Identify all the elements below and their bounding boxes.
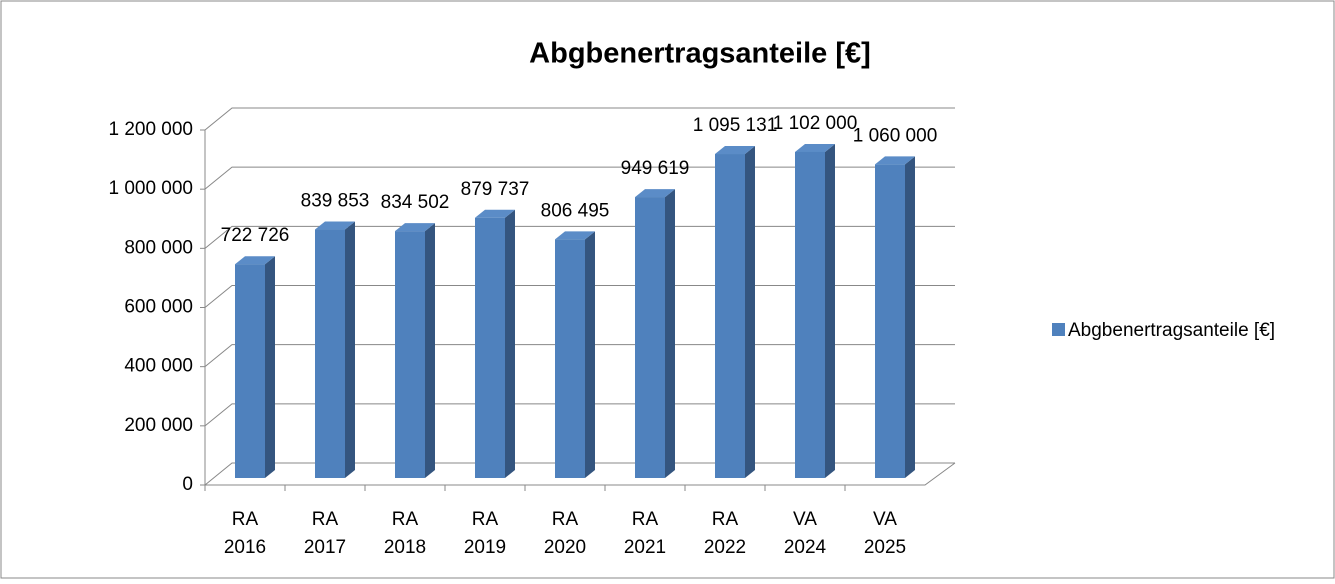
bar-top (635, 189, 675, 198)
x-tick-label: RA 2018 (384, 509, 426, 558)
bar-side (905, 156, 915, 478)
data-label: 722 726 (221, 225, 290, 246)
bar (795, 151, 825, 478)
x-tick-label: RA 2016 (224, 509, 266, 558)
bar-side (825, 143, 835, 478)
bar (555, 239, 585, 478)
grid-line (204, 225, 955, 249)
bar-top (235, 256, 275, 265)
bar-side (505, 209, 515, 478)
x-tick-label: RA 2017 (304, 509, 346, 558)
legend-swatch (1052, 323, 1065, 336)
bar (715, 154, 745, 478)
y-tick-label: 600 000 (124, 297, 193, 318)
grid-line (204, 403, 955, 427)
bar-top (795, 143, 835, 152)
bar-top (395, 223, 435, 232)
data-label: 839 853 (301, 191, 370, 212)
x-tick-label: RA 2019 (464, 509, 506, 558)
data-label: 834 502 (381, 192, 450, 213)
y-tick-label: 400 000 (124, 356, 193, 377)
x-tick-label: RA 2020 (544, 509, 586, 558)
grid-line (204, 107, 955, 131)
data-label: 1 060 000 (853, 125, 938, 146)
x-tick-label: VA 2024 (784, 509, 827, 558)
x-tick-label: RA 2021 (624, 509, 666, 558)
data-label: 1 095 131 (693, 115, 778, 136)
bar-top (555, 231, 595, 240)
bar-side (665, 189, 675, 478)
bar (395, 231, 425, 478)
data-label: 879 737 (461, 179, 530, 200)
bar (475, 217, 505, 478)
y-tick-label: 800 000 (124, 237, 193, 258)
y-tick-label: 1 000 000 (108, 178, 193, 199)
grid-line (204, 166, 955, 190)
bar-side (425, 223, 435, 478)
bar (315, 229, 345, 478)
bar-top (715, 146, 755, 155)
chart-title: Abgbenertragsanteile [€] (529, 38, 871, 70)
bar (875, 164, 905, 478)
bar (635, 197, 665, 478)
bar-top (875, 156, 915, 165)
y-tick-label: 200 000 (124, 415, 193, 436)
legend-label: Abgbenertragsanteile [€] (1068, 320, 1275, 341)
bar-side (745, 146, 755, 478)
grid-line (204, 344, 955, 368)
bar (235, 264, 265, 478)
y-tick-label: 0 (182, 474, 193, 495)
data-label: 806 495 (541, 200, 610, 221)
grid-line (204, 462, 955, 486)
bar-side (345, 221, 355, 478)
data-label: 1 102 000 (773, 113, 858, 134)
bar-top (315, 221, 355, 230)
y-tick-label: 1 200 000 (108, 119, 193, 140)
x-tick-label: RA 2022 (704, 509, 746, 558)
grid-line (204, 285, 955, 308)
bar-side (585, 231, 595, 478)
bar-top (475, 209, 515, 218)
data-label: 949 619 (621, 158, 690, 179)
bar-side (265, 256, 275, 478)
x-tick-label: VA 2025 (864, 509, 906, 558)
